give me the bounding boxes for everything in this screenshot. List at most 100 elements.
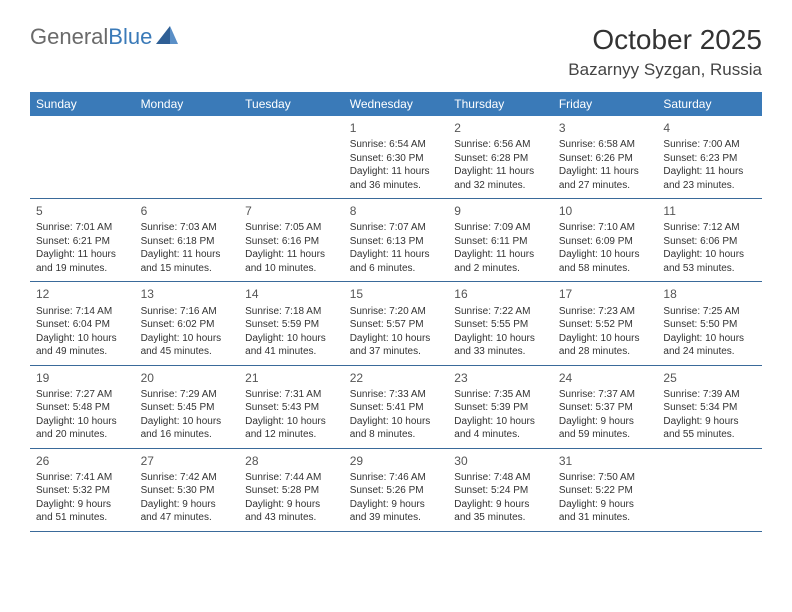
sunrise-text: Sunrise: 7:48 AM bbox=[454, 471, 547, 485]
day-number: 10 bbox=[559, 203, 652, 219]
sunrise-text: Sunrise: 6:54 AM bbox=[350, 138, 443, 152]
sunrise-text: Sunrise: 7:01 AM bbox=[36, 221, 129, 235]
sunset-text: Sunset: 6:09 PM bbox=[559, 235, 652, 249]
sunset-text: Sunset: 6:18 PM bbox=[141, 235, 234, 249]
sunset-text: Sunset: 5:24 PM bbox=[454, 484, 547, 498]
daylight-text: Daylight: 10 hours and 24 minutes. bbox=[663, 332, 756, 359]
daylight-text: Daylight: 10 hours and 20 minutes. bbox=[36, 415, 129, 442]
day-number: 23 bbox=[454, 370, 547, 386]
day-cell: 23 Sunrise: 7:35 AMSunset: 5:39 PMDayligh… bbox=[448, 366, 553, 448]
day-cell: 29Sunrise: 7:46 AMSunset: 5:26 PMDayligh… bbox=[344, 449, 449, 531]
day-number: 29 bbox=[350, 453, 443, 469]
daylight-text: Daylight: 11 hours and 23 minutes. bbox=[663, 165, 756, 192]
day-number: 31 bbox=[559, 453, 652, 469]
day-number: 22 bbox=[350, 370, 443, 386]
sunrise-text: Sunrise: 7:27 AM bbox=[36, 388, 129, 402]
daylight-text: Daylight: 10 hours and 53 minutes. bbox=[663, 248, 756, 275]
day-number: 5 bbox=[36, 203, 129, 219]
day-number: 15 bbox=[350, 286, 443, 302]
day-cell: 31 Sunrise: 7:50 AMSunset: 5:22 PMDayligh… bbox=[553, 449, 658, 531]
day-header-monday: Monday bbox=[135, 92, 240, 116]
sunset-text: Sunset: 5:28 PM bbox=[245, 484, 338, 498]
sunrise-text: Sunrise: 7:29 AM bbox=[141, 388, 234, 402]
day-header-friday: Friday bbox=[553, 92, 658, 116]
sunset-text: Sunset: 5:57 PM bbox=[350, 318, 443, 332]
sunrise-text: Sunrise: 6:56 AM bbox=[454, 138, 547, 152]
day-header-tuesday: Tuesday bbox=[239, 92, 344, 116]
day-cell: 5Sunrise: 7:01 AMSunset: 6:21 PMDaylight… bbox=[30, 199, 135, 281]
day-cell bbox=[135, 116, 240, 198]
day-cell: 4Sunrise: 7:00 AMSunset: 6:23 PMDaylight… bbox=[657, 116, 762, 198]
day-number: 27 bbox=[141, 453, 234, 469]
day-cell: 16Sunrise: 7:22 AMSunset: 5:55 PMDayligh… bbox=[448, 282, 553, 364]
week-row: 1Sunrise: 6:54 AMSunset: 6:30 PMDaylight… bbox=[30, 116, 762, 199]
day-number: 12 bbox=[36, 286, 129, 302]
daylight-text: Daylight: 9 hours and 47 minutes. bbox=[141, 498, 234, 525]
day-number: 26 bbox=[36, 453, 129, 469]
day-cell: 11Sunrise: 7:12 AMSunset: 6:06 PMDayligh… bbox=[657, 199, 762, 281]
daylight-text: Daylight: 9 hours and 31 minutes. bbox=[559, 498, 652, 525]
sunrise-text: Sunrise: 7:44 AM bbox=[245, 471, 338, 485]
daylight-text: Daylight: 11 hours and 19 minutes. bbox=[36, 248, 129, 275]
day-cell: 1Sunrise: 6:54 AMSunset: 6:30 PMDaylight… bbox=[344, 116, 449, 198]
day-cell: 8Sunrise: 7:07 AMSunset: 6:13 PMDaylight… bbox=[344, 199, 449, 281]
daylight-text: Daylight: 10 hours and 45 minutes. bbox=[141, 332, 234, 359]
sunset-text: Sunset: 6:02 PM bbox=[141, 318, 234, 332]
day-header-thursday: Thursday bbox=[448, 92, 553, 116]
day-number: 18 bbox=[663, 286, 756, 302]
sunrise-text: Sunrise: 7:25 AM bbox=[663, 305, 756, 319]
sunset-text: Sunset: 5:39 PM bbox=[454, 401, 547, 415]
sunset-text: Sunset: 5:22 PM bbox=[559, 484, 652, 498]
day-cell: 19Sunrise: 7:27 AMSunset: 5:48 PMDayligh… bbox=[30, 366, 135, 448]
sunset-text: Sunset: 5:50 PM bbox=[663, 318, 756, 332]
sunset-text: Sunset: 6:04 PM bbox=[36, 318, 129, 332]
sunrise-text: Sunrise: 7:50 AM bbox=[559, 471, 652, 485]
day-cell: 18 Sunrise: 7:25 AMSunset: 5:50 PMDayligh… bbox=[657, 282, 762, 364]
day-cell: 25Sunrise: 7:39 AMSunset: 5:34 PMDayligh… bbox=[657, 366, 762, 448]
daylight-text: Daylight: 10 hours and 58 minutes. bbox=[559, 248, 652, 275]
day-number: 1 bbox=[350, 120, 443, 136]
day-cell: 14Sunrise: 7:18 AMSunset: 5:59 PMDayligh… bbox=[239, 282, 344, 364]
logo-triangle-icon bbox=[156, 24, 178, 50]
day-cell: 24Sunrise: 7:37 AMSunset: 5:37 PMDayligh… bbox=[553, 366, 658, 448]
sunset-text: Sunset: 5:30 PM bbox=[141, 484, 234, 498]
month-title: October 2025 bbox=[568, 24, 762, 56]
day-cell: 21Sunrise: 7:31 AMSunset: 5:43 PMDayligh… bbox=[239, 366, 344, 448]
daylight-text: Daylight: 9 hours and 43 minutes. bbox=[245, 498, 338, 525]
sunrise-text: Sunrise: 7:35 AM bbox=[454, 388, 547, 402]
sunset-text: Sunset: 5:32 PM bbox=[36, 484, 129, 498]
sunset-text: Sunset: 5:34 PM bbox=[663, 401, 756, 415]
day-cell: 22Sunrise: 7:33 AMSunset: 5:41 PMDayligh… bbox=[344, 366, 449, 448]
day-cell: 12Sunrise: 7:14 AMSunset: 6:04 PMDayligh… bbox=[30, 282, 135, 364]
week-row: 26Sunrise: 7:41 AMSunset: 5:32 PMDayligh… bbox=[30, 449, 762, 532]
day-number: 24 bbox=[559, 370, 652, 386]
day-cell: 10 Sunrise: 7:10 AMSunset: 6:09 PMDayligh… bbox=[553, 199, 658, 281]
day-number: 4 bbox=[663, 120, 756, 136]
logo-text-blue: Blue bbox=[108, 24, 152, 50]
daylight-text: Daylight: 10 hours and 8 minutes. bbox=[350, 415, 443, 442]
sunset-text: Sunset: 6:23 PM bbox=[663, 152, 756, 166]
day-cell bbox=[657, 449, 762, 531]
day-number: 17 bbox=[559, 286, 652, 302]
logo-text-general: General bbox=[30, 24, 108, 50]
sunset-text: Sunset: 6:16 PM bbox=[245, 235, 338, 249]
day-cell: 2Sunrise: 6:56 AMSunset: 6:28 PMDaylight… bbox=[448, 116, 553, 198]
sunset-text: Sunset: 6:28 PM bbox=[454, 152, 547, 166]
day-number: 11 bbox=[663, 203, 756, 219]
day-number: 2 bbox=[454, 120, 547, 136]
day-number: 9 bbox=[454, 203, 547, 219]
sunrise-text: Sunrise: 7:31 AM bbox=[245, 388, 338, 402]
day-cell: 6Sunrise: 7:03 AMSunset: 6:18 PMDaylight… bbox=[135, 199, 240, 281]
daylight-text: Daylight: 10 hours and 4 minutes. bbox=[454, 415, 547, 442]
sunrise-text: Sunrise: 7:10 AM bbox=[559, 221, 652, 235]
daylight-text: Daylight: 11 hours and 15 minutes. bbox=[141, 248, 234, 275]
day-number: 8 bbox=[350, 203, 443, 219]
day-number: 14 bbox=[245, 286, 338, 302]
day-cell: 27Sunrise: 7:42 AMSunset: 5:30 PMDayligh… bbox=[135, 449, 240, 531]
day-number: 25 bbox=[663, 370, 756, 386]
sunset-text: Sunset: 5:55 PM bbox=[454, 318, 547, 332]
daylight-text: Daylight: 10 hours and 41 minutes. bbox=[245, 332, 338, 359]
weeks-container: 1Sunrise: 6:54 AMSunset: 6:30 PMDaylight… bbox=[30, 116, 762, 532]
sunrise-text: Sunrise: 6:58 AM bbox=[559, 138, 652, 152]
week-row: 5Sunrise: 7:01 AMSunset: 6:21 PMDaylight… bbox=[30, 199, 762, 282]
